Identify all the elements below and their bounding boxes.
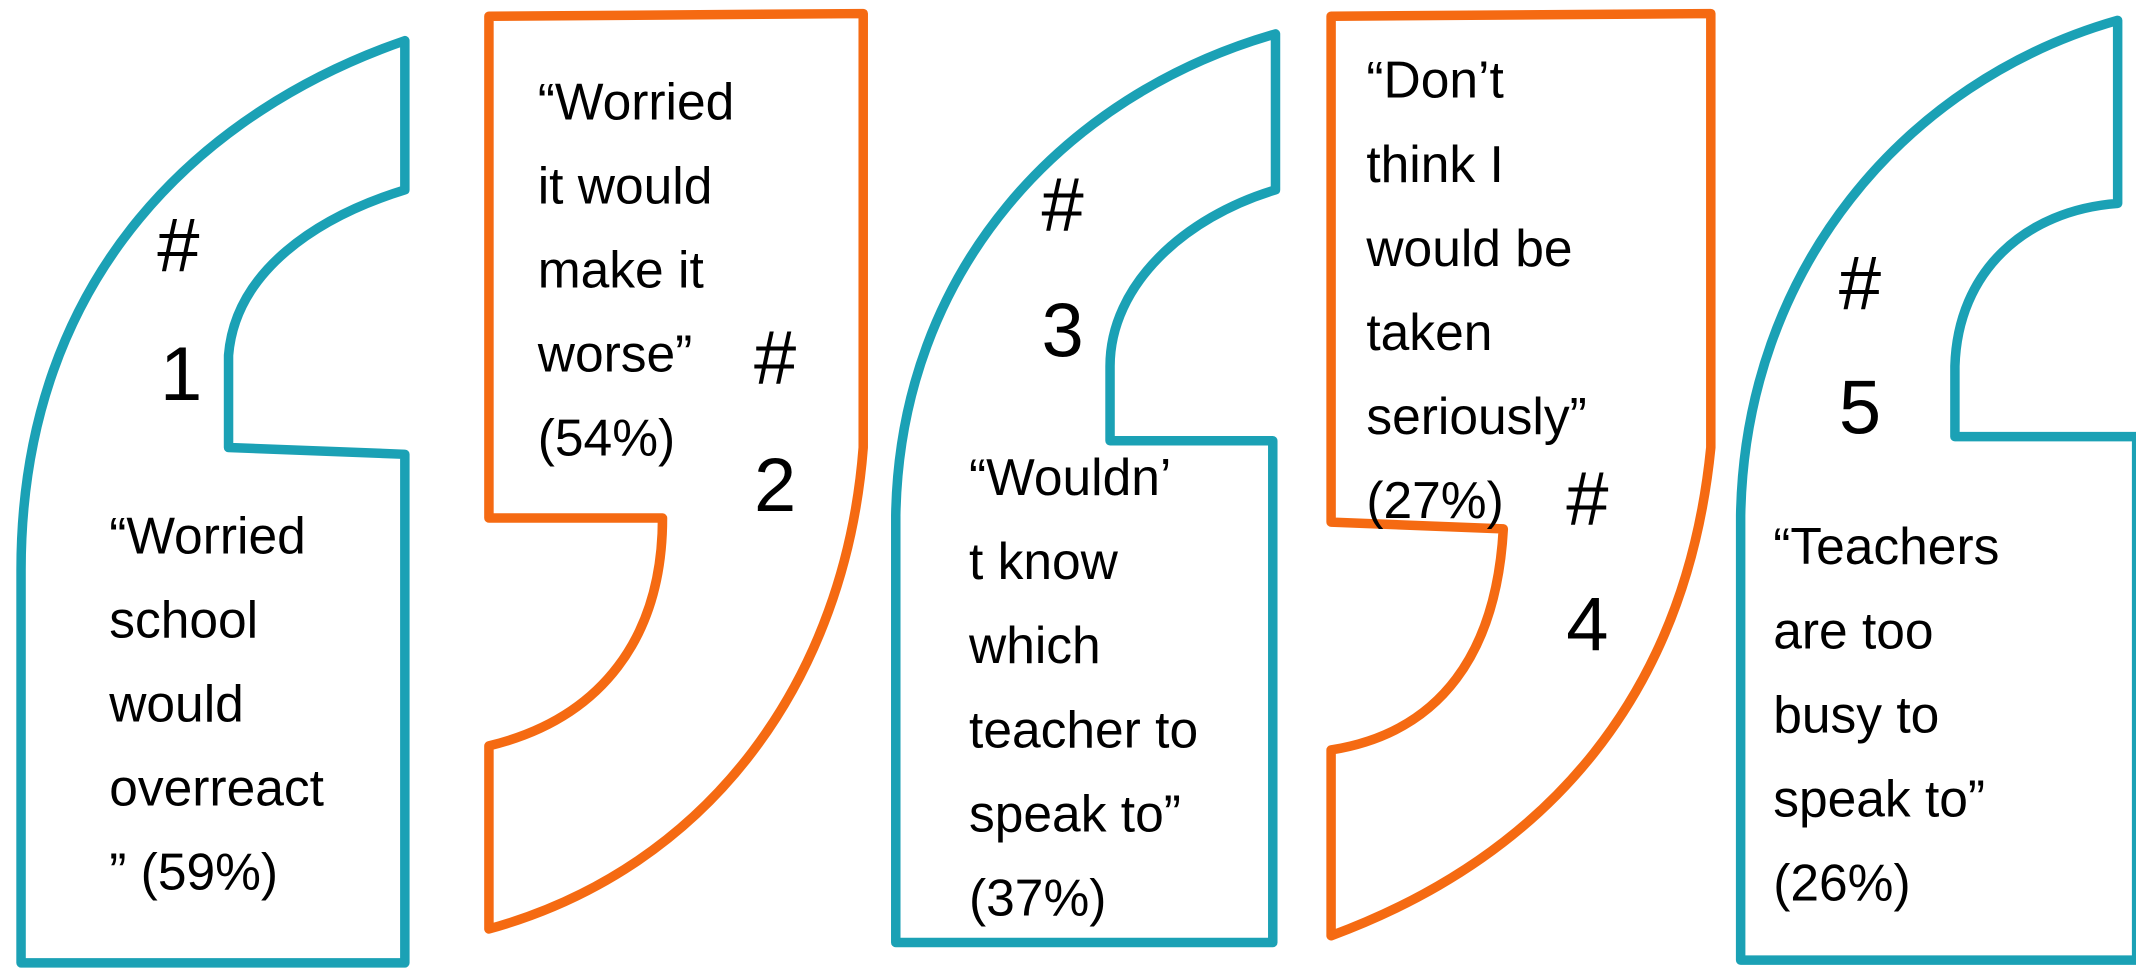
quote-line: (54%) bbox=[538, 409, 675, 467]
rank-hash: # bbox=[1566, 457, 1608, 542]
quote-line: which bbox=[968, 616, 1101, 674]
quote-line: think I bbox=[1366, 135, 1503, 193]
rank-hash: # bbox=[754, 316, 796, 401]
quote-line: seriously” bbox=[1366, 387, 1586, 445]
quote-line: overreact bbox=[109, 759, 324, 817]
quote-line: “Don’t bbox=[1366, 51, 1503, 109]
quote-line: school bbox=[109, 590, 258, 648]
quote-infographic: #1 “Worried school would overreact ” (59%) #2 “… bbox=[0, 0, 2136, 971]
quote-shape-1 bbox=[21, 41, 405, 963]
quote-line: are too bbox=[1773, 601, 1933, 659]
quote-line: (26%) bbox=[1773, 854, 1910, 912]
quote-line: “Wouldn’ bbox=[969, 448, 1171, 506]
quote-line: “Teachers bbox=[1773, 517, 1999, 575]
quote-line: (37%) bbox=[969, 868, 1106, 926]
rank-number: 1 bbox=[160, 332, 202, 417]
quote-line: speak to” bbox=[969, 784, 1181, 842]
rank-number: 2 bbox=[754, 443, 796, 528]
rank-hash: # bbox=[1041, 162, 1083, 247]
quote-line: ” (59%) bbox=[109, 843, 278, 901]
rank-hash: # bbox=[1839, 241, 1881, 326]
page: #1 “Worried school would overreact ” (59%) #2 “… bbox=[0, 0, 2136, 971]
quote-shape-2 bbox=[489, 14, 863, 929]
quote-line: worse” bbox=[537, 325, 693, 383]
quote-line: (27%) bbox=[1366, 471, 1503, 529]
rank-hash: # bbox=[157, 203, 199, 288]
quote-line: speak to” bbox=[1773, 769, 1985, 827]
quote-line: would bbox=[108, 675, 244, 733]
quote-line: t know bbox=[969, 532, 1119, 590]
rank-number: 3 bbox=[1041, 288, 1083, 373]
quote-line: “Worried bbox=[109, 506, 306, 564]
rank-number: 5 bbox=[1839, 366, 1881, 451]
rank-number: 4 bbox=[1566, 583, 1608, 668]
quote-line: teacher to bbox=[969, 700, 1198, 758]
quote-line: would be bbox=[1365, 219, 1572, 277]
quote-line: taken bbox=[1366, 303, 1492, 361]
quote-line: it would bbox=[538, 156, 713, 214]
quote-line: make it bbox=[538, 241, 704, 299]
quote-line: “Worried bbox=[538, 72, 735, 130]
quote-line: busy to bbox=[1773, 685, 1939, 743]
